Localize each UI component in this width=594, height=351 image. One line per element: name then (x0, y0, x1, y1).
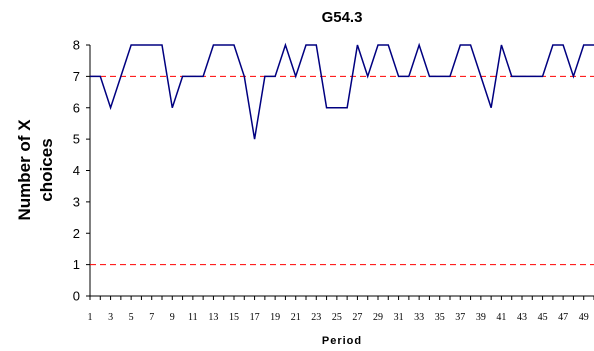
x-tick-label: 37 (455, 312, 465, 323)
y-tick-label: 6 (73, 100, 80, 115)
x-tick-label: 43 (517, 312, 527, 323)
y-tick-label: 3 (73, 194, 80, 209)
x-tick-label: 35 (435, 312, 445, 323)
y-tick-label: 4 (73, 163, 80, 178)
x-tick-label: 29 (373, 312, 383, 323)
x-tick-label: 33 (414, 312, 424, 323)
y-tick-label: 2 (73, 226, 80, 241)
x-tick-label: 9 (170, 312, 175, 323)
x-tick-label: 39 (476, 312, 486, 323)
x-tick-label: 27 (352, 312, 362, 323)
x-tick-label: 41 (496, 312, 506, 323)
y-tick-label: 1 (73, 257, 80, 272)
x-tick-label: 23 (311, 312, 321, 323)
x-tick-label: 47 (558, 312, 568, 323)
series-line (90, 42, 594, 140)
x-tick-label: 19 (270, 312, 280, 323)
y-axis-label: Number of X choices (15, 119, 56, 221)
x-tick-label: 1 (88, 312, 93, 323)
y-tick-label: 8 (73, 38, 80, 53)
y-tick-label: 5 (73, 132, 80, 147)
chart-title: G54.3 (322, 9, 363, 26)
x-tick-label: 3 (108, 312, 113, 323)
y-tick-label: 0 (73, 289, 80, 304)
x-tick-label: 5 (129, 312, 134, 323)
x-tick-label: 15 (229, 312, 239, 323)
x-tick-label: 7 (149, 312, 154, 323)
x-tick-label: 31 (394, 312, 404, 323)
x-tick-label: 17 (250, 312, 260, 323)
x-tick-label: 13 (208, 312, 218, 323)
x-tick-label: 21 (291, 312, 301, 323)
x-tick-label: 45 (538, 312, 548, 323)
y-axis-label-line-1: Number of X (15, 119, 34, 221)
y-axis-label-line-2: choices (37, 138, 56, 201)
y-tick-label: 7 (73, 69, 80, 84)
x-tick-label: 25 (332, 312, 342, 323)
x-axis-label: Period (322, 335, 362, 347)
x-tick-label: 11 (188, 312, 198, 323)
x-tick-label: 49 (579, 312, 589, 323)
